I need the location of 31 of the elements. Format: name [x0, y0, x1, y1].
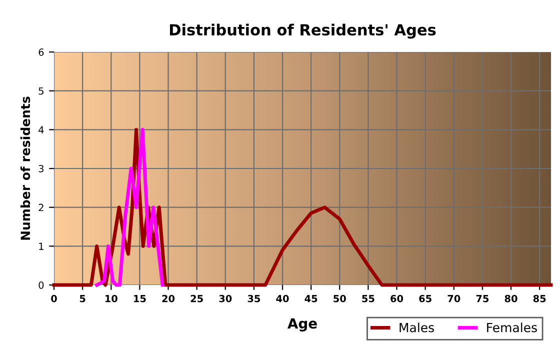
x-tick-label: 15: [134, 295, 146, 302]
line-series: [95, 128, 164, 287]
x-tick-label: 80: [504, 294, 518, 302]
x-tick-label: 40: [276, 294, 289, 302]
y-tick-label: 1: [39, 242, 44, 250]
legend-label: Males: [400, 322, 434, 332]
x-tick-label: 75: [476, 295, 489, 302]
x-tick-label: 0: [51, 294, 57, 302]
y-axis-title: Number of residents: [20, 96, 30, 240]
x-tick-label: 65: [419, 294, 432, 302]
x-tick-label: 20: [162, 294, 175, 302]
y-tick-label: 2: [38, 204, 44, 212]
x-tick-label: 70: [448, 294, 460, 302]
x-tick-label: 35: [248, 294, 260, 302]
y-tick-label: 5: [38, 87, 44, 95]
x-tick-label: 30: [219, 294, 232, 302]
y-tick-label: 3: [38, 164, 44, 172]
x-tick-label: 60: [390, 294, 404, 302]
y-tick-label: 0: [38, 281, 44, 289]
x-tick-label: 5: [80, 295, 86, 302]
x-tick-label: 55: [362, 295, 374, 302]
x-tick-label: 25: [190, 294, 203, 302]
legend-label: Females: [487, 322, 537, 332]
y-tick-label: 4: [38, 126, 44, 134]
y-tick-label: 6: [38, 48, 44, 56]
x-tick-label: 45: [304, 295, 318, 302]
chart-title: Distribution of Residents' Ages: [170, 24, 436, 39]
x-axis-title: Age: [288, 318, 317, 332]
x-tick-label: 50: [334, 294, 346, 302]
x-tick-label: 10: [105, 294, 118, 302]
x-tick-label: 85: [533, 294, 546, 302]
